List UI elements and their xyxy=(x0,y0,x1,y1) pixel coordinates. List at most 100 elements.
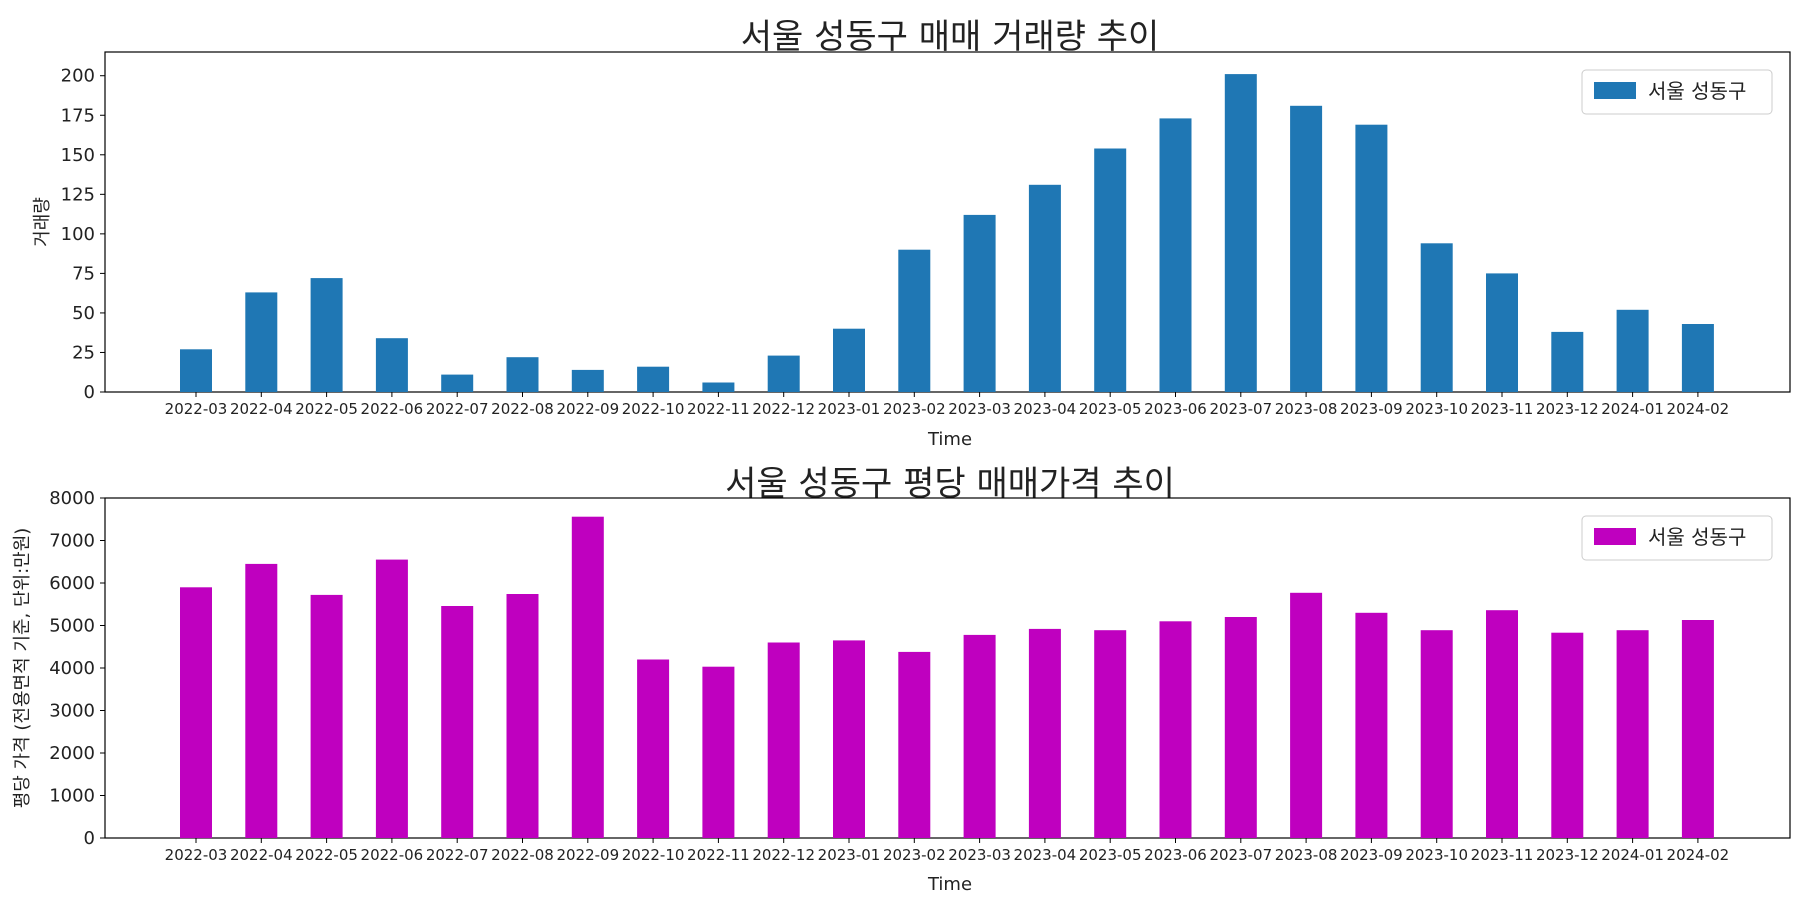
volume-x-axis-label: Time xyxy=(927,429,972,450)
price-y-tick-label: 6000 xyxy=(49,573,95,594)
volume-x-tick-label: 2022-12 xyxy=(752,400,815,418)
volume-bars xyxy=(180,74,1714,393)
volume-y-ticks: 0 25 50 75 100 125 150 175 200 xyxy=(61,66,105,403)
volume-x-tick-label: 2022-11 xyxy=(687,400,750,418)
price-bar xyxy=(506,594,539,838)
price-x-tick-label: 2024-01 xyxy=(1601,846,1664,864)
volume-legend-label: 서울 성동구 xyxy=(1648,79,1746,103)
volume-x-tick-label: 2023-01 xyxy=(818,400,881,418)
price-y-tick-label: 8000 xyxy=(49,488,95,509)
volume-bar xyxy=(1290,105,1323,393)
price-y-ticks: 0 1000 2000 3000 4000 5000 6000 7000 8000 xyxy=(49,488,105,849)
volume-bar xyxy=(180,349,212,392)
volume-bar xyxy=(375,338,408,392)
price-bar xyxy=(310,594,343,838)
volume-bar xyxy=(571,369,604,392)
price-y-tick-label: 2000 xyxy=(49,743,95,764)
price-x-tick-label: 2023-01 xyxy=(818,846,881,864)
price-bar xyxy=(1159,621,1192,839)
price-x-axis-label: Time xyxy=(927,874,972,895)
volume-bar xyxy=(1355,124,1388,392)
volume-bar xyxy=(1420,243,1453,392)
volume-x-tick-label: 2024-01 xyxy=(1601,400,1664,418)
volume-x-ticks: 2022-03 2022-04 2022-05 2022-06 2022-07 2022-… xyxy=(165,392,1730,418)
volume-y-tick-label: 75 xyxy=(72,263,95,284)
volume-y-axis-label: 거래량 xyxy=(32,197,53,247)
price-bars xyxy=(180,516,1714,839)
price-y-axis-label: 평당 가격 (전용면적 기준, 단위:만원) xyxy=(12,528,33,809)
volume-y-tick-label: 200 xyxy=(61,66,95,87)
price-x-tick-label: 2022-09 xyxy=(556,846,619,864)
price-chart: 서울 성동구 평당 매매가격 추이 2022-03 2022-04 2022-05 2… xyxy=(12,464,1791,895)
price-x-tick-label: 2022-04 xyxy=(230,846,293,864)
volume-x-tick-label: 2022-09 xyxy=(556,400,619,418)
price-x-tick-label: 2022-10 xyxy=(622,846,685,864)
volume-bar xyxy=(1224,74,1257,392)
volume-y-tick-label: 0 xyxy=(84,382,95,403)
price-bar xyxy=(898,651,931,838)
price-y-tick-label: 0 xyxy=(84,828,95,849)
volume-x-tick-label: 2022-07 xyxy=(426,400,489,418)
volume-bar xyxy=(245,292,278,392)
price-legend: 서울 성동구 xyxy=(1581,515,1773,561)
price-bar xyxy=(571,516,604,838)
price-x-tick-label: 2022-07 xyxy=(426,846,489,864)
price-bar xyxy=(1028,628,1061,838)
price-x-tick-label: 2022-08 xyxy=(491,846,554,864)
price-x-tick-label: 2023-09 xyxy=(1340,846,1403,864)
volume-y-tick-label: 25 xyxy=(72,342,95,363)
price-bar xyxy=(702,666,735,838)
volume-y-tick-label: 50 xyxy=(72,303,95,324)
volume-bar xyxy=(898,249,931,392)
price-y-tick-label: 1000 xyxy=(49,786,95,807)
price-y-tick-label: 7000 xyxy=(49,531,95,552)
volume-legend: 서울 성동구 xyxy=(1581,69,1773,115)
price-x-tick-label: 2022-03 xyxy=(165,846,228,864)
price-y-tick-label: 3000 xyxy=(49,701,95,722)
volume-x-tick-label: 2022-06 xyxy=(361,400,424,418)
volume-chart: 서울 성동구 매매 거래량 추이 2022-03 2022-04 2022-05 20… xyxy=(32,17,1791,450)
price-x-tick-label: 2023-06 xyxy=(1144,846,1207,864)
price-y-tick-label: 5000 xyxy=(49,616,95,637)
volume-x-tick-label: 2024-02 xyxy=(1667,400,1730,418)
volume-x-tick-label: 2023-11 xyxy=(1471,400,1534,418)
volume-bar xyxy=(1616,309,1649,392)
volume-x-tick-label: 2023-09 xyxy=(1340,400,1403,418)
price-x-tick-label: 2023-08 xyxy=(1275,846,1338,864)
price-legend-swatch xyxy=(1594,528,1636,545)
price-x-tick-label: 2023-04 xyxy=(1014,846,1077,864)
price-bar xyxy=(1094,630,1127,838)
volume-x-tick-label: 2022-08 xyxy=(491,400,554,418)
volume-bar xyxy=(833,328,865,392)
volume-bar xyxy=(1028,184,1061,392)
price-x-tick-label: 2022-12 xyxy=(752,846,815,864)
price-x-tick-label: 2023-05 xyxy=(1079,846,1142,864)
price-bar xyxy=(375,559,408,838)
volume-x-tick-label: 2023-04 xyxy=(1014,400,1077,418)
volume-x-tick-label: 2023-06 xyxy=(1144,400,1207,418)
volume-x-tick-label: 2023-07 xyxy=(1209,400,1272,418)
volume-chart-title: 서울 성동구 매매 거래량 추이 xyxy=(741,17,1160,57)
volume-bar xyxy=(1681,324,1714,392)
volume-bar xyxy=(441,374,474,392)
volume-y-tick-label: 125 xyxy=(61,184,95,205)
price-y-tick-label: 4000 xyxy=(49,658,95,679)
price-x-tick-label: 2023-07 xyxy=(1209,846,1272,864)
price-bar xyxy=(1290,592,1323,838)
price-bar xyxy=(1681,620,1714,838)
volume-x-tick-label: 2023-12 xyxy=(1536,400,1599,418)
price-bar xyxy=(1616,630,1649,838)
volume-legend-swatch xyxy=(1594,82,1636,99)
volume-y-tick-label: 100 xyxy=(61,224,95,245)
price-x-tick-label: 2022-11 xyxy=(687,846,750,864)
volume-y-tick-label: 175 xyxy=(61,105,95,126)
price-x-tick-label: 2024-02 xyxy=(1667,846,1730,864)
volume-plot-frame xyxy=(104,51,1791,393)
price-bar xyxy=(1355,612,1388,839)
price-legend-box xyxy=(1581,515,1773,561)
volume-x-tick-label: 2022-03 xyxy=(165,400,228,418)
volume-bar xyxy=(1486,273,1518,392)
price-bar xyxy=(963,634,996,838)
price-bar xyxy=(767,642,800,838)
